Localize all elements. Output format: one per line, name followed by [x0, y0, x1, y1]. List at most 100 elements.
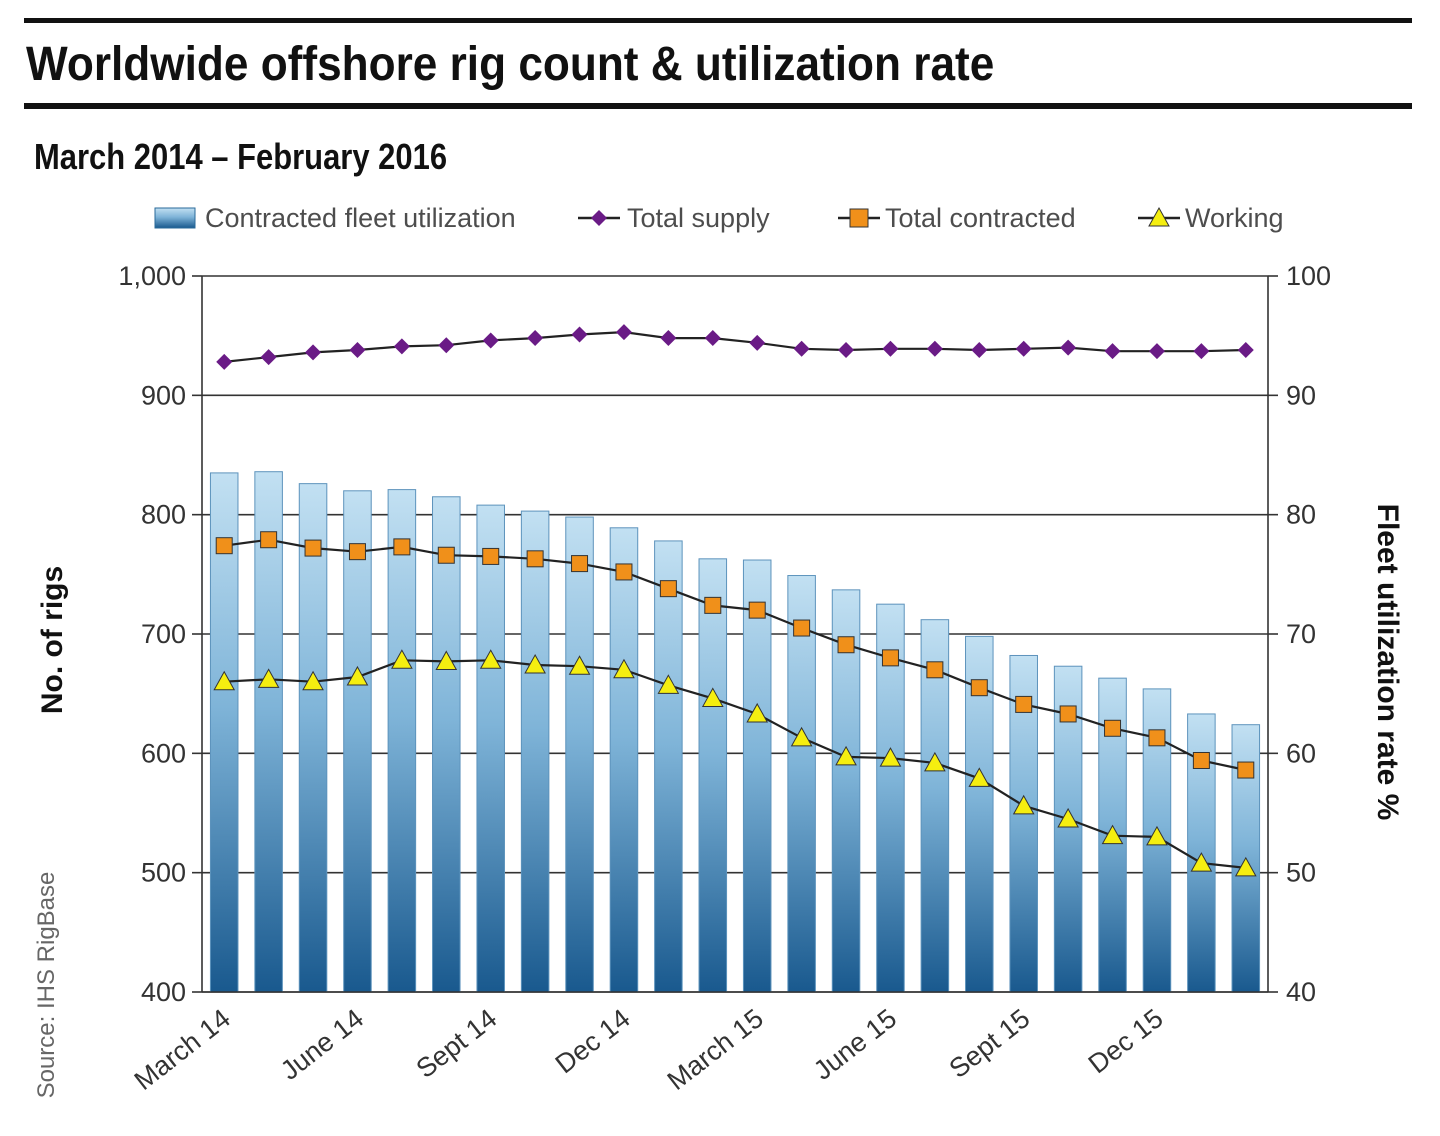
supply-point: [882, 340, 899, 357]
working-point: [1146, 825, 1168, 846]
supply-point: [1060, 339, 1077, 356]
working-point: [701, 687, 724, 707]
contracted-point: [793, 619, 811, 637]
supply-point: [216, 353, 233, 370]
working-point: [790, 726, 813, 747]
contracted-point: [615, 563, 633, 581]
chart-title: Worldwide offshore rig count & utilizati…: [26, 38, 995, 91]
working-point: [746, 702, 769, 723]
bar: [609, 527, 639, 993]
supply-point: [1104, 343, 1121, 360]
contracted-point: [571, 555, 589, 573]
legend-label-utilization: Contracted fleet utilization: [205, 203, 516, 233]
supply-point: [393, 338, 410, 355]
legend-item-utilization: Contracted fleet utilization: [154, 203, 516, 233]
bar: [343, 490, 372, 993]
title-top-rule: [24, 18, 1412, 23]
supply-point: [1148, 343, 1165, 360]
bar: [476, 504, 505, 993]
series-line: [224, 659, 1246, 869]
right-tick-label: 50: [1286, 858, 1316, 888]
series-line: [224, 330, 1246, 363]
contracted-point: [970, 679, 988, 697]
x-tick-label: Sept 14: [411, 1003, 503, 1084]
bar: [876, 603, 905, 993]
title-bottom-rule: [24, 103, 1412, 109]
bar: [565, 516, 594, 993]
bar: [698, 558, 728, 993]
line-series: [213, 324, 1257, 877]
supply-point: [1237, 341, 1254, 358]
left-tick-label: 900: [141, 380, 186, 410]
supply-point: [438, 337, 455, 354]
bar: [654, 540, 683, 993]
working-point: [879, 747, 902, 767]
legend-label-working: Working: [1185, 203, 1284, 233]
legend-item-supply: Total supply: [578, 203, 770, 233]
contracted-point: [526, 550, 544, 568]
supply-point: [1015, 340, 1032, 357]
x-tick-label: June 14: [275, 1003, 369, 1086]
legend-marker-diamond: [591, 210, 607, 226]
bar: [298, 483, 328, 993]
working-point: [835, 745, 857, 766]
legend-swatch-bar: [154, 207, 196, 229]
left-tick-label: 800: [141, 500, 186, 530]
supply-point: [527, 330, 544, 347]
contracted-point: [393, 538, 411, 556]
x-tick-label: Sept 15: [944, 1003, 1036, 1084]
right-tick-label: 80: [1286, 500, 1316, 530]
contracted-point: [881, 649, 899, 667]
right-tick-label: 100: [1286, 261, 1331, 291]
series-line: [224, 538, 1247, 772]
working-point: [924, 751, 946, 772]
working-point: [1057, 807, 1079, 828]
right-tick-label: 70: [1286, 619, 1316, 649]
supply-point: [571, 326, 588, 343]
supply-point: [660, 330, 677, 347]
contracted-point: [304, 539, 322, 557]
working-point: [346, 665, 369, 686]
left-tick-label: 1,000: [118, 261, 186, 291]
legend-item-contracted: Total contracted: [838, 203, 1076, 233]
working-point: [257, 668, 280, 688]
left-axis-ticks: 400 500 600 700 800 900 1,000: [118, 261, 202, 1007]
supply-point: [926, 340, 943, 357]
bar: [742, 559, 772, 993]
x-tick-label: June 15: [808, 1003, 902, 1086]
working-point: [524, 653, 546, 674]
working-point: [968, 767, 991, 787]
supply-point: [793, 340, 810, 357]
right-tick-label: 40: [1286, 977, 1316, 1007]
left-tick-label: 400: [141, 977, 186, 1007]
contracted-point: [659, 580, 677, 598]
supply-point: [615, 324, 632, 341]
contracted-point: [1059, 705, 1077, 723]
legend-label-contracted: Total contracted: [885, 203, 1076, 233]
legend-item-working: Working: [1138, 203, 1284, 233]
working-point: [613, 658, 635, 679]
x-tick-label: March 14: [129, 1003, 236, 1096]
left-tick-label: 600: [141, 738, 186, 768]
working-point: [568, 655, 591, 675]
working-point: [1101, 824, 1124, 845]
working-point: [435, 650, 458, 670]
contracted-point: [437, 546, 455, 564]
contracted-point: [348, 543, 366, 561]
working-point: [213, 670, 236, 691]
bar: [520, 510, 550, 993]
contracted-point: [1237, 761, 1255, 779]
working-point: [1012, 794, 1035, 815]
supply-point: [971, 341, 988, 358]
contracted-point: [1015, 695, 1033, 713]
x-tick-label: Dec 15: [1083, 1003, 1169, 1079]
bar: [432, 496, 461, 993]
x-tick-label: March 15: [662, 1003, 769, 1096]
left-tick-label: 500: [141, 858, 186, 888]
chart-legend: Contracted fleet utilization Total suppl…: [154, 203, 1284, 233]
supply-point: [1193, 343, 1210, 360]
legend-label-supply: Total supply: [627, 203, 770, 233]
right-axis-ticks: 40 50 60 70 80 90 100: [1268, 261, 1331, 1007]
right-axis-title: Fleet utilization rate %: [1371, 504, 1404, 821]
